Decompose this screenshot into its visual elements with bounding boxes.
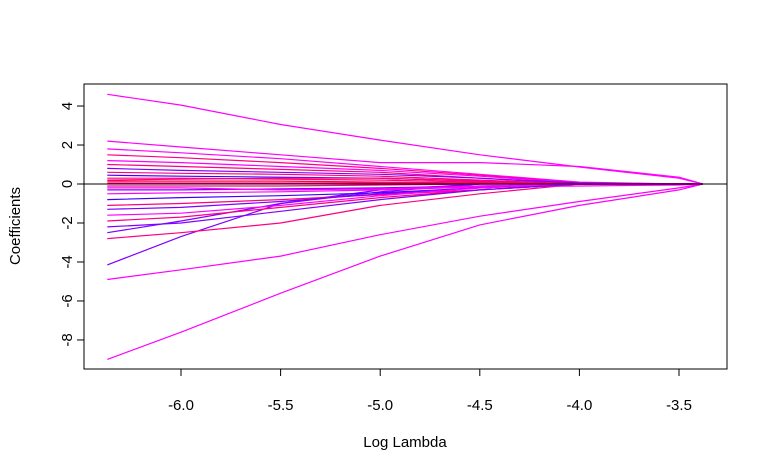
- x-tick-label: -5.0: [367, 397, 393, 414]
- y-tick-label: -2: [59, 216, 76, 229]
- x-tick-label: -3.5: [666, 397, 692, 414]
- coefficient-path-20: [107, 183, 703, 195]
- x-tick-label: -6.0: [168, 397, 194, 414]
- x-tick-label: -4.0: [566, 397, 592, 414]
- coefficient-path-1: [107, 93, 704, 185]
- x-tick-label: -5.5: [268, 397, 294, 414]
- y-tick-label: -8: [59, 333, 76, 346]
- y-axis-title: Coefficients: [7, 187, 24, 265]
- coefficient-path-2: [107, 140, 704, 185]
- x-axis-title: Log Lambda: [363, 434, 447, 451]
- y-tick-label: 4: [59, 102, 76, 110]
- y-tick-label: -6: [59, 294, 76, 307]
- y-axis: 4 2 0 -2 -4 -6 -8: [59, 102, 85, 347]
- y-tick-label: 0: [59, 180, 76, 188]
- coefficient-path-9: [107, 154, 703, 185]
- plot-frame: [83, 83, 728, 370]
- coefficient-path-4: [107, 183, 703, 281]
- y-tick-label: 2: [59, 141, 76, 149]
- series-lines: [107, 93, 704, 360]
- y-tick-label: -4: [59, 255, 76, 268]
- x-tick-label: -4.5: [467, 397, 493, 414]
- x-axis: -6.0 -5.5 -5.0 -4.5 -4.0 -3.5: [168, 368, 692, 414]
- coefficient-path-3: [107, 183, 704, 360]
